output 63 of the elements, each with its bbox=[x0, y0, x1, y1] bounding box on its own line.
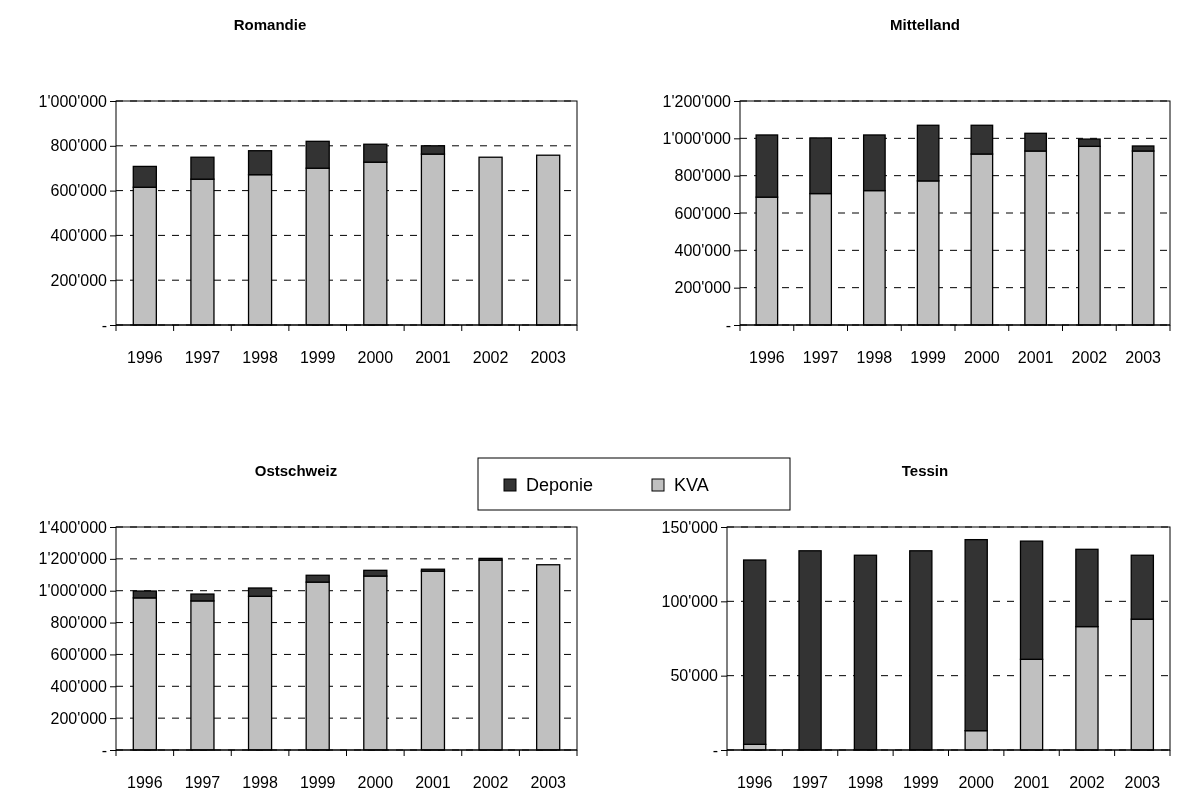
legend-label: KVA bbox=[674, 475, 709, 495]
x-tick-label: 1998 bbox=[242, 774, 278, 791]
x-tick-label: 2003 bbox=[530, 774, 567, 791]
x-tick-label: 1998 bbox=[856, 349, 893, 366]
x-tick-label: 1997 bbox=[184, 774, 221, 791]
y-tick-label: 400'000 bbox=[50, 227, 108, 245]
x-tick-label: 1999 bbox=[910, 349, 947, 366]
x-tick-label: 2001 bbox=[1013, 774, 1050, 791]
y-tick-label: 1'200'000 bbox=[38, 550, 108, 568]
y-tick-label: 200'000 bbox=[50, 271, 108, 289]
y-tick-label: 800'000 bbox=[50, 614, 108, 632]
y-tick-label: - bbox=[725, 316, 731, 334]
y-tick-label: 400'000 bbox=[50, 677, 108, 695]
x-tick-label: 2001 bbox=[415, 349, 451, 366]
x-tick-label: 2002 bbox=[472, 349, 509, 366]
x-tick-label: 2003 bbox=[530, 349, 567, 366]
x-tick-label: 1998 bbox=[242, 349, 278, 366]
y-tick-label: 1'400'000 bbox=[38, 518, 108, 536]
legend-label: Deponie bbox=[526, 475, 594, 495]
y-tick-label: - bbox=[101, 741, 107, 759]
y-tick-label: 1'000'000 bbox=[38, 582, 108, 600]
chart-title: Tessin bbox=[901, 462, 949, 479]
y-tick-label: 50'000 bbox=[670, 667, 719, 685]
x-tick-label: 1996 bbox=[127, 349, 163, 366]
y-tick-label: 1'000'000 bbox=[662, 129, 732, 147]
x-tick-label: 1999 bbox=[903, 774, 939, 791]
y-tick-label: 600'000 bbox=[50, 182, 108, 200]
x-tick-label: 2003 bbox=[1124, 774, 1161, 791]
x-tick-label: 2000 bbox=[357, 774, 394, 791]
chart-title: Mittelland bbox=[890, 16, 960, 33]
y-tick-label: - bbox=[712, 741, 718, 759]
x-tick-label: 2000 bbox=[964, 349, 1000, 366]
x-tick-label: 2000 bbox=[958, 774, 995, 791]
y-tick-label: 800'000 bbox=[674, 167, 732, 185]
x-tick-label: 1996 bbox=[127, 774, 163, 791]
y-tick-label: 400'000 bbox=[674, 241, 732, 259]
y-tick-label: 800'000 bbox=[50, 137, 108, 155]
x-tick-label: 1997 bbox=[802, 349, 839, 366]
y-tick-label: 600'000 bbox=[674, 204, 732, 222]
x-tick-label: 1999 bbox=[299, 774, 336, 791]
y-tick-label: 1'000'000 bbox=[38, 92, 108, 110]
x-tick-label: 2003 bbox=[1125, 349, 1162, 366]
x-tick-label: 2001 bbox=[1017, 349, 1054, 366]
y-tick-label: 100'000 bbox=[661, 592, 719, 610]
y-tick-label: 1'200'000 bbox=[662, 92, 732, 110]
y-tick-label: 150'000 bbox=[661, 518, 719, 536]
x-tick-label: 2002 bbox=[1069, 774, 1105, 791]
x-tick-label: 1997 bbox=[792, 774, 828, 791]
chart-title: Romandie bbox=[233, 16, 307, 33]
y-tick-label: 600'000 bbox=[50, 646, 108, 664]
x-tick-label: 2000 bbox=[357, 349, 394, 366]
x-tick-label: 1996 bbox=[736, 774, 773, 791]
x-tick-label: 1997 bbox=[184, 349, 221, 366]
x-tick-label: 2002 bbox=[1071, 349, 1108, 366]
chart-title: Ostschweiz bbox=[254, 462, 338, 479]
x-tick-label: 1998 bbox=[847, 774, 884, 791]
x-tick-label: 2002 bbox=[472, 774, 509, 791]
x-tick-label: 1999 bbox=[299, 349, 336, 366]
x-tick-label: 1996 bbox=[749, 349, 785, 366]
y-tick-label: - bbox=[101, 316, 107, 334]
x-tick-label: 2001 bbox=[415, 774, 451, 791]
y-tick-label: 200'000 bbox=[674, 279, 732, 297]
y-tick-label: 200'000 bbox=[50, 709, 108, 727]
